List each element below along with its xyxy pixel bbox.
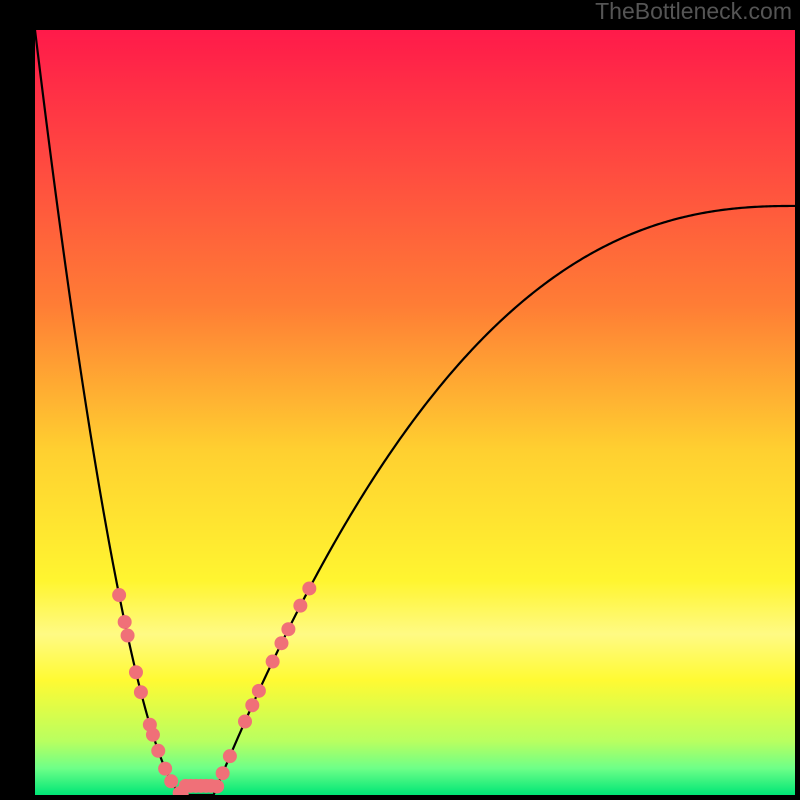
marker-dot — [274, 636, 288, 650]
chart-container: TheBottleneck.com — [0, 0, 800, 800]
marker-dot — [204, 779, 218, 793]
plot-area — [35, 30, 795, 795]
marker-dot — [146, 728, 160, 742]
marker-dot — [223, 749, 237, 763]
marker-dot — [158, 762, 172, 776]
marker-dot — [129, 665, 143, 679]
marker-dot — [252, 684, 266, 698]
marker-dot — [216, 766, 230, 780]
marker-dot — [266, 655, 280, 669]
marker-dot — [112, 588, 126, 602]
marker-dot — [238, 715, 252, 729]
marker-dot — [245, 698, 259, 712]
marker-dot — [164, 774, 178, 788]
marker-dot — [118, 615, 132, 629]
marker-dot — [121, 629, 135, 643]
gradient-background — [35, 30, 795, 795]
marker-dot — [293, 599, 307, 613]
marker-dot — [281, 622, 295, 636]
watermark-text: TheBottleneck.com — [595, 0, 792, 25]
marker-dot — [134, 685, 148, 699]
marker-dot — [302, 581, 316, 595]
marker-dot — [151, 744, 165, 758]
plot-svg — [35, 30, 795, 795]
